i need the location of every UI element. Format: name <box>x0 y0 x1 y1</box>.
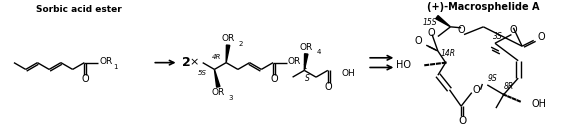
Text: 4: 4 <box>316 49 321 55</box>
Text: (+)-Macrosphelide A: (+)-Macrosphelide A <box>427 2 540 12</box>
Text: 8R: 8R <box>503 82 514 91</box>
Text: 2: 2 <box>239 41 243 47</box>
Text: 3: 3 <box>229 96 233 101</box>
Text: ×: × <box>189 58 198 68</box>
Text: 1: 1 <box>113 64 117 69</box>
Text: 15S: 15S <box>422 18 437 27</box>
Text: O: O <box>473 85 480 95</box>
Text: O: O <box>414 36 422 46</box>
Text: 9S: 9S <box>487 74 497 83</box>
Text: O: O <box>510 25 517 35</box>
Polygon shape <box>214 69 220 87</box>
Text: OH: OH <box>532 99 547 109</box>
Text: HO: HO <box>396 60 411 70</box>
Text: OR: OR <box>211 88 225 97</box>
Text: 2: 2 <box>182 56 191 69</box>
Text: OR: OR <box>99 57 112 66</box>
Text: 1: 1 <box>302 64 306 69</box>
Text: O: O <box>428 28 435 38</box>
Polygon shape <box>436 16 450 27</box>
Text: Sorbic acid ester: Sorbic acid ester <box>36 5 122 14</box>
Text: OR: OR <box>299 43 313 52</box>
Text: 3S: 3S <box>493 32 503 41</box>
Polygon shape <box>304 54 308 70</box>
Text: OR: OR <box>288 57 301 66</box>
Text: O: O <box>82 74 89 84</box>
Text: 5S: 5S <box>198 70 207 76</box>
Text: 4R: 4R <box>212 54 221 60</box>
Polygon shape <box>226 45 230 63</box>
Text: 14R: 14R <box>441 49 456 58</box>
Text: O: O <box>325 82 333 92</box>
Text: O: O <box>270 74 278 84</box>
Text: OH: OH <box>341 69 355 78</box>
Text: OR: OR <box>222 34 235 43</box>
Text: O: O <box>538 33 545 42</box>
Text: O: O <box>458 116 466 126</box>
Text: S: S <box>305 74 310 83</box>
Text: O: O <box>458 25 465 35</box>
